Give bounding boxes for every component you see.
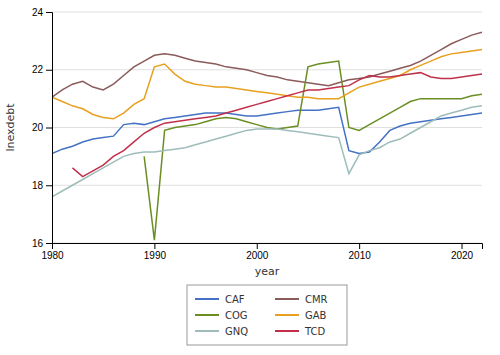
x-tick-mark: [462, 243, 463, 249]
legend-swatch: [195, 314, 219, 316]
x-tick: 1980: [41, 243, 64, 261]
y-tick: 18: [32, 180, 52, 191]
x-tick-mark: [257, 243, 258, 249]
legend-swatch: [275, 314, 299, 316]
legend-item: COG: [195, 310, 248, 321]
legend-swatch: [275, 330, 299, 332]
y-tick: 24: [32, 7, 52, 18]
y-tick-mark: [46, 12, 52, 13]
series-line: [52, 32, 482, 97]
x-tick-mark: [359, 243, 360, 249]
legend-item: TCD: [275, 326, 326, 337]
legend-label: GAB: [305, 310, 327, 321]
legend-item: CMR: [275, 294, 328, 305]
series-line: [52, 106, 482, 197]
x-tick-mark: [154, 243, 155, 249]
x-axis-line: [53, 244, 483, 250]
y-tick-mark: [46, 70, 52, 71]
y-tick-mark: [46, 243, 52, 244]
legend-label: CMR: [305, 294, 328, 305]
series-line: [144, 61, 482, 240]
y-tick-label: 16: [32, 238, 44, 249]
legend: CAF CMR COG GAB GNQ TCD: [187, 285, 347, 345]
grid-line: [52, 12, 482, 13]
legend-label: GNQ: [225, 326, 248, 337]
legend-label: CAF: [225, 294, 245, 305]
y-tick-mark: [46, 128, 52, 129]
x-axis-title: year: [255, 265, 280, 278]
grid-line: [52, 185, 482, 186]
legend-item: GNQ: [195, 326, 248, 337]
x-tick-label: 2000: [246, 250, 269, 261]
x-axis: 1980 1990 2000 2010 2020: [41, 243, 482, 261]
grid: [52, 12, 482, 243]
legend-swatch: [195, 330, 219, 332]
x-tick: 2010: [349, 243, 372, 261]
x-tick-label: 1980: [41, 250, 64, 261]
series-line: [52, 107, 482, 153]
lines: [52, 32, 482, 240]
y-tick: 16: [32, 238, 52, 249]
legend-swatch: [195, 298, 219, 300]
y-tick-label: 18: [32, 180, 44, 191]
y-tick-label: 24: [32, 7, 44, 18]
x-tick: 2000: [246, 243, 269, 261]
x-tick-label: 2020: [451, 250, 474, 261]
y-tick: 22: [32, 64, 52, 75]
legend-swatch: [275, 298, 299, 300]
legend-frame: [187, 285, 347, 345]
y-axis-line: [46, 13, 53, 244]
chart: 1980 1990 2000 2010 2020 16 18 20 22 24 year lnexde…: [0, 0, 500, 355]
legend-item: GAB: [275, 310, 327, 321]
x-tick-label: 2010: [349, 250, 372, 261]
y-tick-mark: [46, 185, 52, 186]
legend-label: TCD: [304, 326, 326, 337]
series-line: [72, 73, 482, 177]
y-axis: 16 18 20 22 24: [32, 7, 53, 249]
y-axis-title: lnexdebt: [4, 103, 17, 152]
x-tick-label: 1990: [144, 250, 167, 261]
legend-label: COG: [225, 310, 248, 321]
grid-line: [52, 69, 482, 70]
y-tick-label: 20: [32, 122, 44, 133]
legend-item: CAF: [195, 294, 245, 305]
y-tick-label: 22: [32, 64, 44, 75]
plot: 1980 1990 2000 2010 2020 16 18 20 22 24 year lnexde…: [4, 7, 483, 278]
series-line: [52, 50, 482, 119]
y-tick: 20: [32, 122, 52, 133]
x-tick: 2020: [451, 243, 474, 261]
x-tick: 1990: [144, 243, 167, 261]
